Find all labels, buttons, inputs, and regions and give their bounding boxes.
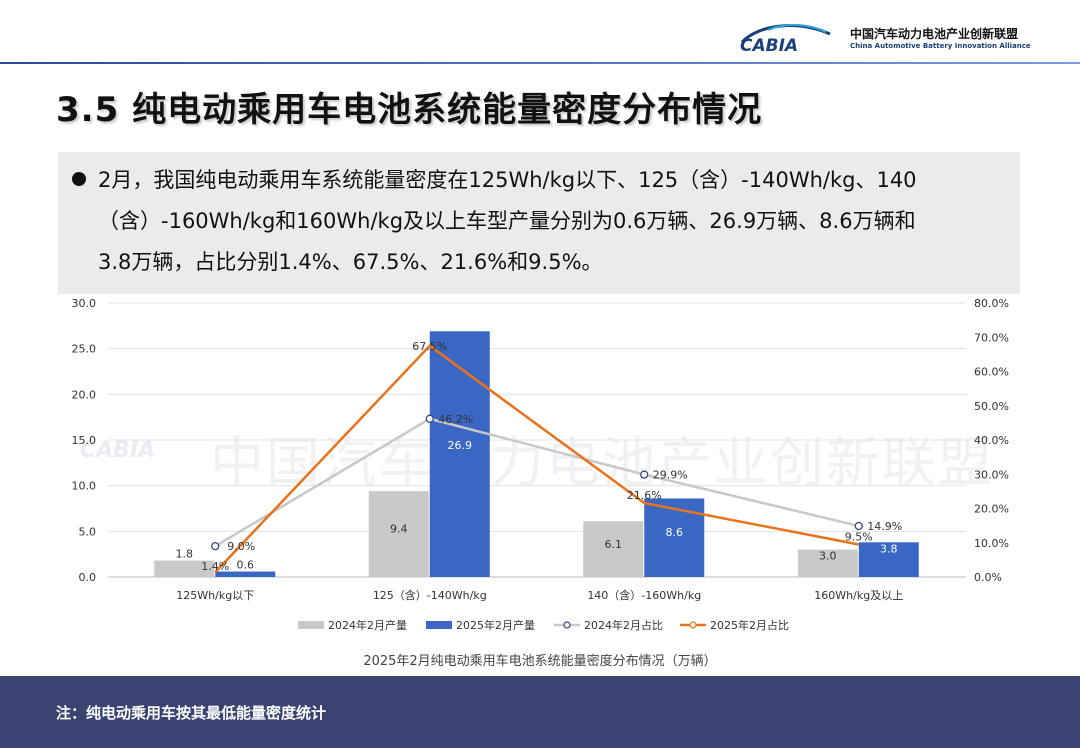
logo-mark-text: CABIA xyxy=(740,36,798,54)
bar-data-label: 8.6 xyxy=(666,526,684,539)
bar-2025 xyxy=(429,331,490,577)
summary-text: 2月，我国纯电动乘用车系统能量密度在125Wh/kg以下、125（含）-140W… xyxy=(98,160,1018,283)
bar-2025 xyxy=(858,542,919,577)
line-data-label: 21.6% xyxy=(627,489,662,502)
chart-caption: 2025年2月纯电动乘用车电池系统能量密度分布情况（万辆） xyxy=(363,654,717,669)
watermark-logo: CABIA xyxy=(80,438,156,463)
y2-axis-tick-label: 80.0% xyxy=(974,297,1009,310)
legend-swatch xyxy=(298,621,324,629)
footer-note: 注：纯电动乘用车按其最低能量密度统计 xyxy=(56,704,327,722)
summary-line: （含）-160Wh/kg和160Wh/kg及以上车型产量分别为0.6万辆、26.… xyxy=(98,209,916,233)
legend-marker xyxy=(689,621,697,629)
line-data-label: 14.9% xyxy=(867,520,902,533)
line-data-label: 9.5% xyxy=(845,530,873,543)
bar-data-label: 1.8 xyxy=(176,548,194,561)
line-data-label: 29.9% xyxy=(653,469,688,482)
cabia-logo-mark: CABIA xyxy=(740,24,831,54)
bar-data-label: 3.0 xyxy=(819,550,837,563)
y2-axis-tick-label: 20.0% xyxy=(974,503,1009,516)
header-rule xyxy=(0,62,1080,64)
line-data-label: 67.5% xyxy=(412,340,447,353)
y-axis-tick-label: 30.0 xyxy=(72,297,97,310)
x-axis-tick-label: 160Wh/kg及以上 xyxy=(814,589,903,602)
bar-2024 xyxy=(583,521,644,577)
legend-swatch xyxy=(426,621,452,629)
bullet-icon xyxy=(72,172,86,186)
y-axis-tick-label: 10.0 xyxy=(72,480,97,493)
logo-en-name: China Automotive Battery Innovation Alli… xyxy=(850,42,1031,50)
legend-label: 2025年2月占比 xyxy=(710,618,789,632)
summary-box: 2月，我国纯电动乘用车系统能量密度在125Wh/kg以下、125（含）-140W… xyxy=(58,152,1020,294)
footer-bar: 注：纯电动乘用车按其最低能量密度统计 xyxy=(0,676,1080,748)
cabia-logo: CABIA 中国汽车动力电池产业创新联盟 China Automotive Ba… xyxy=(738,18,1031,58)
legend-marker xyxy=(563,621,571,629)
y2-axis-tick-label: 50.0% xyxy=(974,400,1009,413)
legend-label: 2024年2月产量 xyxy=(328,618,407,632)
y2-axis-tick-label: 60.0% xyxy=(974,366,1009,379)
line-data-label: 1.4% xyxy=(201,560,229,573)
line-2024-marker xyxy=(640,470,649,479)
bar-2024 xyxy=(797,549,858,577)
bar-data-label: 26.9 xyxy=(448,439,473,452)
line-2024 xyxy=(214,417,860,548)
y2-axis-tick-label: 10.0% xyxy=(974,537,1009,550)
summary-line: 2月，我国纯电动乘用车系统能量密度在125Wh/kg以下、125（含）-140W… xyxy=(98,168,917,192)
line-data-label: 46.2% xyxy=(438,413,473,426)
y2-axis-tick-label: 70.0% xyxy=(974,331,1009,344)
y-axis-tick-label: 25.0 xyxy=(72,343,97,356)
y-axis-tick-label: 20.0 xyxy=(72,388,97,401)
line-data-label: 9.0% xyxy=(227,540,255,553)
y2-axis-tick-label: 40.0% xyxy=(974,434,1009,447)
x-axis-tick-label: 140（含）-160Wh/kg xyxy=(587,588,701,602)
summary-line: 3.8万辆，占比分别1.4%、67.5%、21.6%和9.5%。 xyxy=(98,250,603,274)
bar-2024 xyxy=(368,491,429,577)
line-2024-marker xyxy=(854,521,863,531)
page-title: 3.5 纯电动乘用车电池系统能量密度分布情况 xyxy=(56,90,763,130)
legend-label: 2025年2月产量 xyxy=(456,618,535,632)
bar-data-label: 9.4 xyxy=(390,522,408,535)
x-axis-tick-label: 125（含）-140Wh/kg xyxy=(373,588,487,602)
legend-label: 2024年2月占比 xyxy=(584,618,663,632)
y-axis-tick-label: 5.0 xyxy=(79,525,97,538)
line-2025 xyxy=(214,344,859,574)
y2-axis-tick-label: 30.0% xyxy=(974,468,1009,481)
x-axis-tick-label: 125Wh/kg以下 xyxy=(176,589,254,602)
energy-density-chart: 0.0 5.0 10.0 15.0 20.0 25.0 30.0 0.0% 10.0% 20.0%… xyxy=(72,297,1009,632)
y-axis-tick-label: 15.0 xyxy=(72,434,97,447)
bar-data-label: 3.8 xyxy=(880,542,898,555)
logo-cn-name: 中国汽车动力电池产业创新联盟 xyxy=(850,27,1019,41)
bar-data-label: 0.6 xyxy=(237,559,255,572)
y-axis-tick-label: 0.0 xyxy=(79,571,97,584)
bar-data-label: 6.1 xyxy=(605,538,623,551)
line-2024-marker xyxy=(425,414,434,423)
bar-2024 xyxy=(154,560,215,577)
line-2024-marker xyxy=(211,542,220,551)
bar-2025 xyxy=(215,571,276,577)
y2-axis-tick-label: 0.0% xyxy=(974,571,1002,584)
